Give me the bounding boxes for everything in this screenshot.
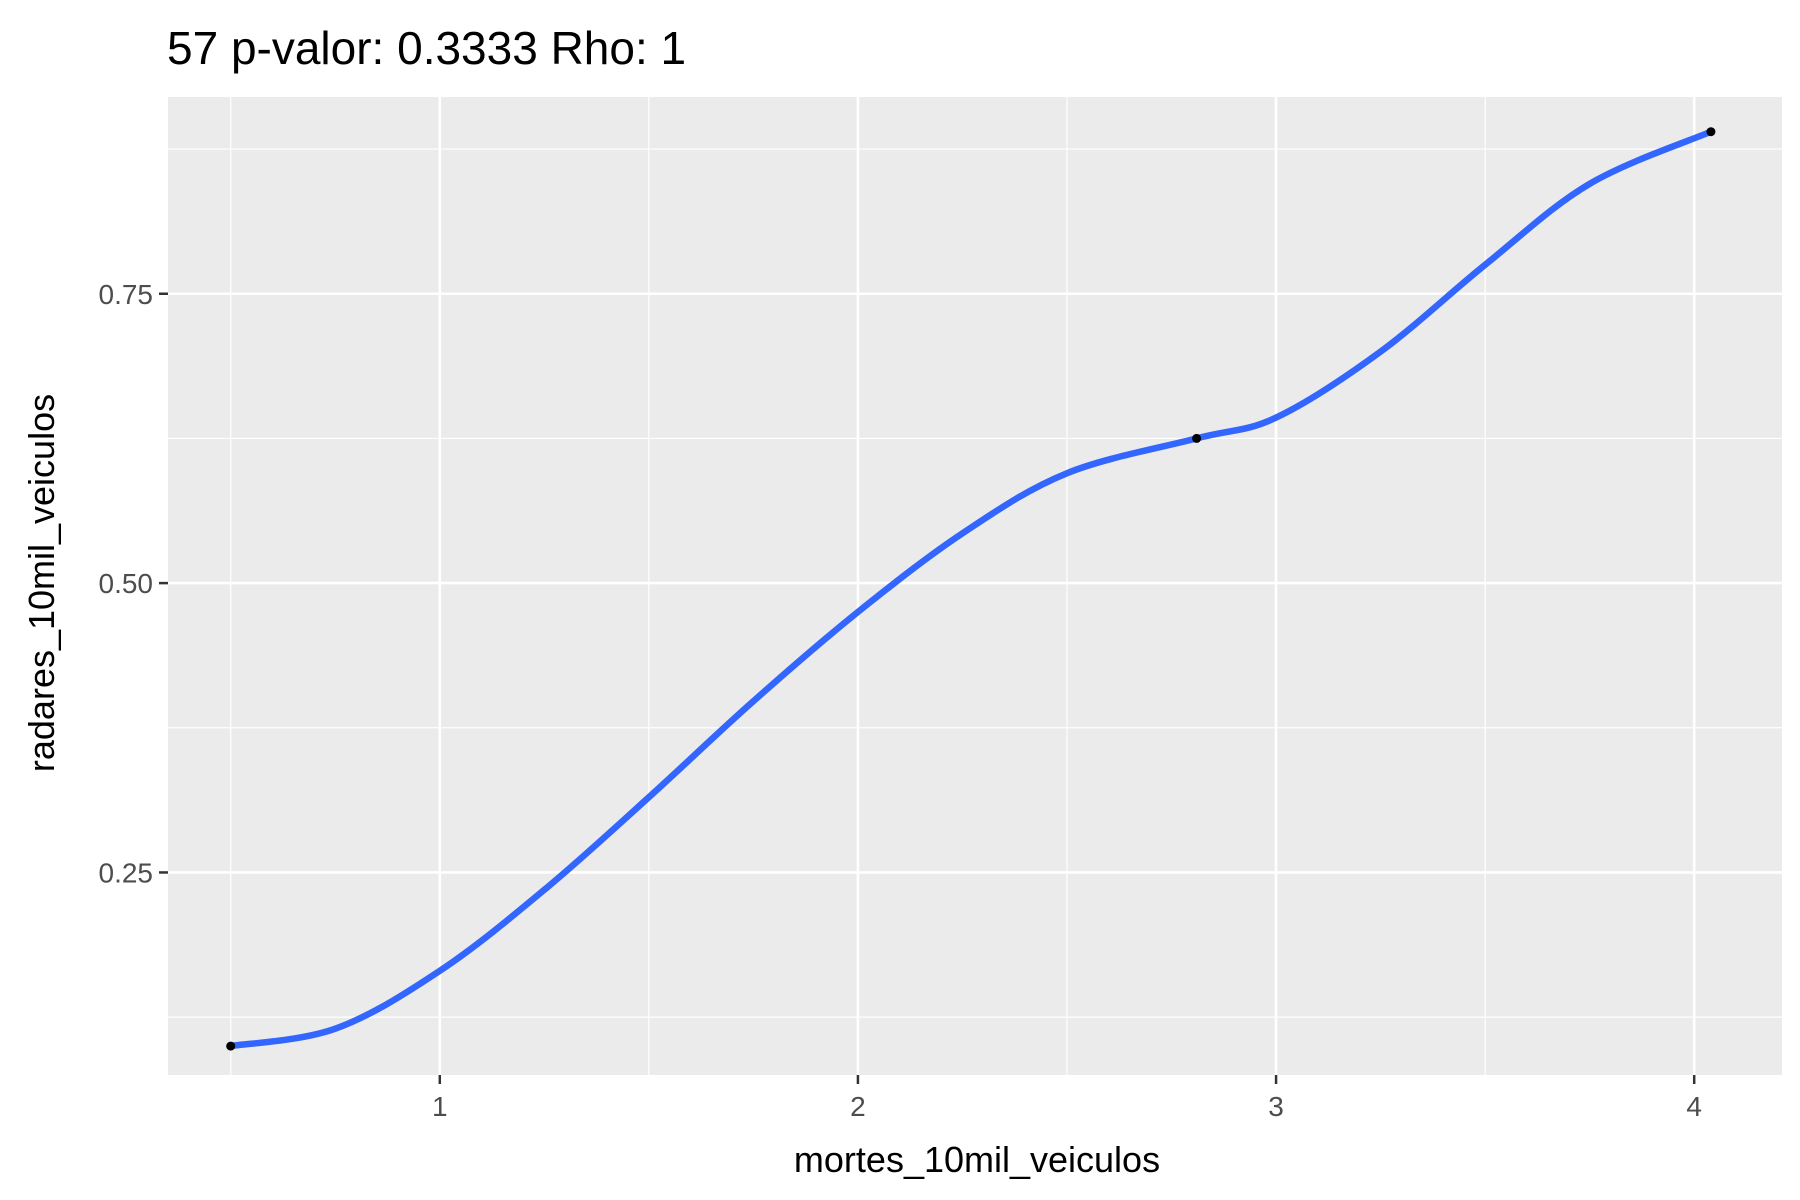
y-tick-label: 0.75 <box>99 279 154 310</box>
data-point <box>226 1041 236 1051</box>
x-tick-label: 3 <box>1268 1091 1284 1122</box>
x-tick-label: 2 <box>850 1091 866 1122</box>
major-gridlines <box>168 97 1782 1075</box>
y-axis-ticks: 0.25 0.50 0.75 <box>99 279 168 888</box>
y-axis-title: radares_10mil_veiculos <box>21 394 62 772</box>
y-tick-label: 0.25 <box>99 857 154 888</box>
chart-title: 57 p-valor: 0.3333 Rho: 1 <box>167 22 686 74</box>
x-tick-label: 1 <box>432 1091 448 1122</box>
minor-gridlines <box>168 97 1782 1075</box>
data-point <box>1706 127 1716 137</box>
x-axis-ticks: 1 2 3 4 <box>432 1075 1702 1122</box>
x-axis-title: mortes_10mil_veiculos <box>794 1139 1160 1180</box>
plot-panel <box>168 97 1782 1075</box>
smooth-trend-line <box>227 128 1715 1050</box>
x-tick-label: 4 <box>1686 1091 1702 1122</box>
data-point <box>1192 433 1202 443</box>
y-tick-label: 0.50 <box>99 568 154 599</box>
data-points <box>226 127 1716 1051</box>
